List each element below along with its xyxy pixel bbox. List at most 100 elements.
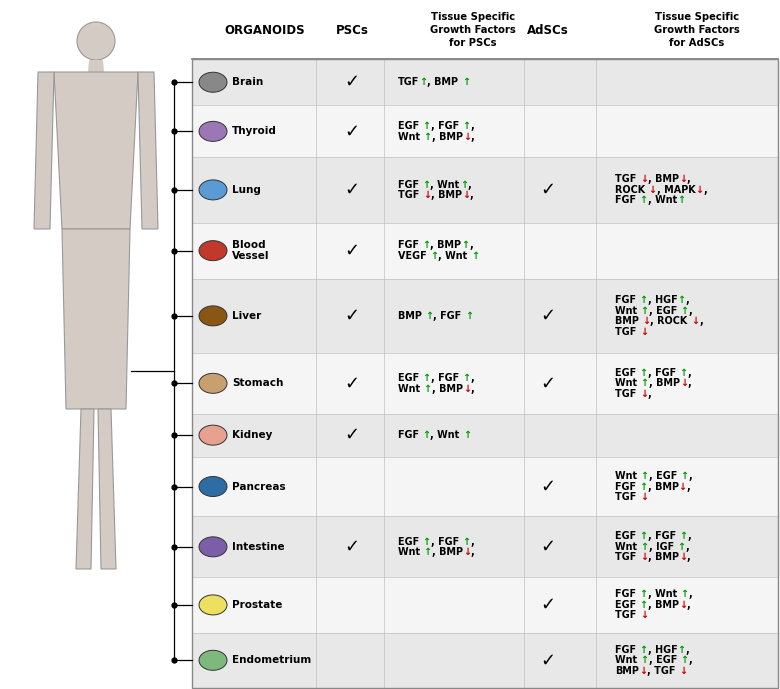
Text: ,: , [689,306,692,316]
Text: Stomach: Stomach [232,378,283,389]
Text: ↑: ↑ [677,645,686,655]
Text: ↑: ↑ [640,542,649,552]
Text: ↑: ↑ [680,471,689,481]
Text: ↑: ↑ [640,482,647,491]
Text: ↑: ↑ [640,531,647,542]
Text: FGF: FGF [615,645,640,655]
Text: ↓: ↓ [463,132,471,142]
Text: ,: , [470,240,473,250]
Bar [192,633,778,688]
Ellipse shape [199,477,227,497]
Text: ✓: ✓ [345,123,360,141]
Text: , BMP: , BMP [647,174,679,185]
Ellipse shape [199,72,227,92]
Text: ↑: ↑ [424,547,431,557]
Text: FGF: FGF [615,196,640,205]
Text: FGF: FGF [398,430,423,440]
Text: ↑: ↑ [640,378,649,389]
Text: ✓: ✓ [345,307,360,325]
Text: ↑: ↑ [680,655,689,666]
Text: ↓: ↓ [679,553,687,562]
Text: BMP: BMP [398,311,425,321]
Ellipse shape [199,650,227,670]
Text: ↑: ↑ [424,384,431,393]
Text: Wnt: Wnt [615,542,640,552]
Text: Kidney: Kidney [232,430,272,440]
Text: ↓: ↓ [639,666,647,676]
Text: ↑: ↑ [680,306,689,316]
Text: ,: , [471,384,474,393]
Ellipse shape [199,373,227,393]
Text: ,: , [471,547,474,557]
Text: ,: , [687,174,690,185]
Text: Wnt: Wnt [615,655,640,666]
Bar [192,279,778,353]
Text: ,: , [687,553,690,562]
Text: ↓: ↓ [679,600,686,610]
Text: FGF: FGF [615,589,640,599]
Text: , BMP: , BMP [431,240,462,250]
Text: , EGF: , EGF [649,471,680,481]
Text: ↑: ↑ [680,589,688,599]
Text: EGF: EGF [615,600,640,610]
Polygon shape [34,72,54,229]
Text: ,: , [699,316,703,326]
Text: , BMP: , BMP [431,132,463,142]
Text: TGF: TGF [615,553,640,562]
Text: ✓: ✓ [541,538,555,556]
Text: ↑: ↑ [424,132,431,142]
Text: , FGF: , FGF [434,311,465,321]
Text: ↑: ↑ [423,121,431,131]
Ellipse shape [199,180,227,200]
Text: ↓: ↓ [640,553,647,562]
Text: Wnt: Wnt [615,378,640,389]
Text: TGF: TGF [398,190,423,200]
Text: Wnt: Wnt [398,384,424,393]
Text: ↑: ↑ [463,430,471,440]
Text: TGF: TGF [615,389,640,399]
Polygon shape [98,409,116,569]
Text: , EGF: , EGF [649,655,680,666]
Text: ✓: ✓ [345,426,360,444]
Text: ✓: ✓ [345,374,360,392]
Bar [192,105,778,157]
Text: ,: , [686,542,689,552]
Text: ↓: ↓ [463,384,471,393]
Text: PSCs: PSCs [335,23,368,37]
Text: ↓: ↓ [640,610,647,620]
Bar [192,157,778,223]
Text: ,: , [689,655,692,666]
Text: ↓: ↓ [691,316,699,326]
Text: ✓: ✓ [541,651,555,669]
Text: , IGF: , IGF [649,542,677,552]
Text: ↑: ↑ [462,77,470,88]
Text: ↑: ↑ [471,251,479,261]
Text: ↓: ↓ [463,547,471,557]
Text: , BMP: , BMP [431,547,463,557]
Bar [192,59,778,105]
Text: TGF: TGF [615,492,640,502]
Text: , FGF: , FGF [647,531,679,542]
Text: ↓: ↓ [462,190,470,200]
Text: ,: , [686,645,689,655]
Text: ,: , [471,132,474,142]
Text: , BMP: , BMP [431,190,462,200]
Text: ,: , [686,482,690,491]
Text: Pancreas: Pancreas [232,482,285,491]
Ellipse shape [199,537,227,557]
Text: ,: , [688,378,692,389]
Text: ↑: ↑ [462,373,470,383]
Text: ROCK: ROCK [615,185,648,195]
Bar [192,59,778,688]
Text: ↓: ↓ [640,174,647,185]
Polygon shape [76,409,94,569]
Text: ↑: ↑ [430,251,438,261]
Text: Wnt: Wnt [615,471,640,481]
Text: ↑: ↑ [423,373,431,383]
Polygon shape [88,60,104,72]
Ellipse shape [199,240,227,260]
Text: Prostate: Prostate [232,600,282,610]
Text: , BMP: , BMP [431,384,463,393]
Text: EGF: EGF [398,373,423,383]
Text: ↑: ↑ [640,471,649,481]
